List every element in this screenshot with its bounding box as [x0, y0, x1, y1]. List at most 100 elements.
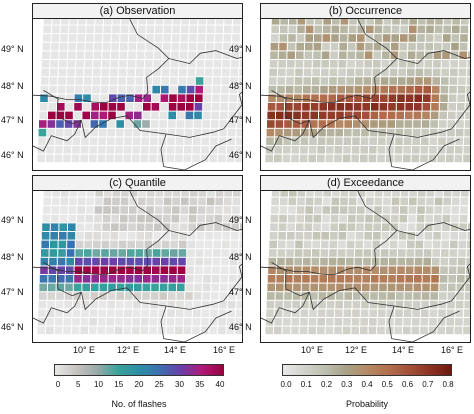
grid-cell: [185, 283, 194, 292]
grid-cell: [424, 68, 432, 77]
grid-cell: [204, 240, 213, 249]
grid-cell: [94, 42, 102, 51]
grid-cell: [116, 300, 124, 309]
border-line: [396, 222, 470, 237]
grid-cell: [338, 232, 347, 240]
grid-cell: [418, 191, 426, 197]
grid-cell: [283, 318, 291, 326]
grid-cell: [198, 191, 207, 197]
grid-cell: [236, 128, 242, 137]
grid-cell: [342, 326, 351, 335]
grid-cell: [309, 137, 317, 145]
grid-cell: [69, 197, 77, 206]
grid-cell: [95, 191, 103, 197]
grid-cell: [308, 146, 317, 154]
grid-cell: [465, 103, 470, 111]
grid-cell: [125, 111, 133, 120]
grid-cell: [193, 300, 201, 309]
grid-cell: [116, 111, 125, 120]
grid-cell: [389, 257, 397, 266]
grid-cell: [412, 309, 420, 317]
grid-cell: [459, 42, 468, 51]
grid-cell: [467, 68, 470, 77]
grid-cell: [163, 34, 171, 42]
grid-cell: [412, 128, 421, 137]
grid-cell: [123, 326, 131, 335]
grid-cell: [340, 25, 348, 34]
grid-cell: [109, 94, 117, 102]
grid-cell: [161, 85, 169, 94]
grid-cell: [275, 120, 284, 128]
grid-cell: [363, 85, 371, 94]
grid-cell: [338, 68, 346, 77]
grid-cell: [368, 154, 377, 163]
grid-cell: [336, 283, 344, 292]
grid-cell: [276, 103, 284, 111]
grid-cell: [274, 309, 283, 317]
grid-cell: [305, 34, 313, 42]
grid-cell: [213, 232, 222, 240]
grid-cell: [320, 77, 329, 85]
grid-cell: [421, 128, 429, 137]
border-line: [285, 287, 452, 311]
grid-cell: [180, 42, 188, 51]
grid-cell: [210, 137, 218, 145]
grid-cell: [129, 191, 138, 197]
grid-cell: [115, 309, 124, 317]
grid-cell: [464, 137, 470, 145]
grid-cell: [448, 283, 456, 292]
grid-cell: [430, 120, 438, 128]
grid-cell: [377, 146, 386, 154]
grid-cell: [188, 51, 196, 59]
grid-cell: [276, 266, 285, 274]
grid-cell: [133, 120, 142, 128]
grid-cell: [431, 103, 439, 111]
grid-cell: [71, 326, 80, 335]
grid-cell: [277, 85, 285, 94]
grid-cell: [95, 197, 103, 206]
grid-cell: [299, 154, 308, 163]
grid-cell: [214, 214, 223, 223]
grid-cell: [58, 240, 67, 249]
grid-cell: [85, 51, 93, 59]
grid-cell: [378, 137, 386, 145]
grid-cell: [301, 283, 310, 292]
grid-cell: [377, 326, 385, 335]
grid-cell: [335, 120, 344, 128]
grid-cell: [365, 214, 373, 223]
grid-cell: [418, 19, 426, 25]
grid-cell: [183, 326, 192, 335]
grid-cell: [400, 19, 409, 25]
grid-cell: [458, 249, 466, 257]
grid-cell: [126, 257, 135, 266]
grid-cell: [77, 34, 85, 42]
grid-cell: [78, 19, 86, 25]
grid-cell: [408, 34, 417, 42]
grid-cell: [211, 292, 219, 300]
grid-cell: [382, 42, 390, 51]
grid-cell: [332, 19, 340, 25]
grid-cell: [437, 326, 445, 335]
grid-cell: [330, 60, 338, 68]
lon-label: 12° E: [116, 345, 140, 355]
grid-cell: [220, 275, 228, 283]
grid-cell: [166, 146, 175, 154]
grid-cell: [396, 283, 404, 292]
grid-cell: [215, 191, 224, 197]
colorbar-tick-label: 30: [175, 380, 184, 389]
grid-cell: [67, 240, 75, 249]
grid-cell: [467, 232, 470, 240]
grid-cell: [268, 94, 276, 102]
grid-cell: [125, 275, 134, 283]
grid-cell: [95, 19, 103, 25]
grid-cell: [291, 154, 299, 163]
grid-cell: [41, 232, 50, 240]
grid-cell: [362, 266, 371, 274]
grid-cell: [73, 120, 81, 128]
grid-cell: [142, 120, 150, 128]
grid-cell: [120, 42, 128, 51]
grid-cell: [424, 60, 433, 68]
grid-cell: [311, 266, 319, 274]
grid-cell: [136, 240, 144, 249]
grid-cell: [49, 257, 57, 266]
